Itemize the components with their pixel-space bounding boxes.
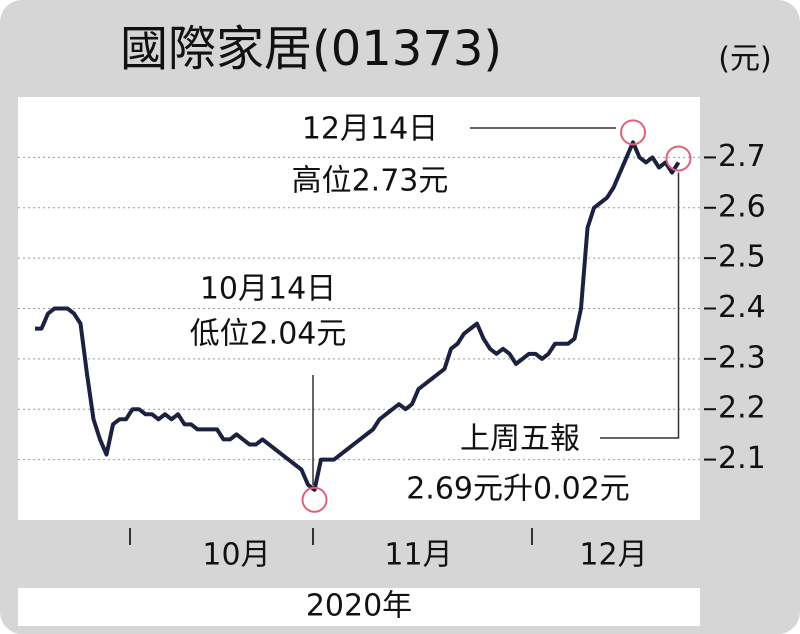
y-tick-label: 2.7 xyxy=(718,139,766,174)
y-unit: (元) xyxy=(718,42,771,77)
annotation: 12月14日 xyxy=(302,112,438,147)
annotation: 10月14日 xyxy=(200,272,336,307)
y-tick-label: 2.4 xyxy=(718,290,766,325)
annotation: 上周五報 xyxy=(460,422,580,457)
x-tick-label: 12月 xyxy=(579,538,647,573)
highlight-circle xyxy=(620,119,646,146)
annotation: 2.69元升0.02元 xyxy=(406,472,630,507)
x-axis-label: 2020年 xyxy=(306,589,412,624)
annotation: 低位2.04元 xyxy=(190,317,347,352)
price-line xyxy=(35,140,681,492)
year-band xyxy=(18,588,700,626)
y-tick-label: 2.2 xyxy=(718,391,766,426)
leader-line xyxy=(600,172,680,439)
chart-title: 國際家居(01373) xyxy=(120,21,502,77)
highlight-circle xyxy=(301,486,328,513)
annotation: 高位2.73元 xyxy=(292,164,449,199)
x-tick-label: 10月 xyxy=(202,538,270,573)
highlight-circle xyxy=(665,145,692,172)
y-tick-label: 2.1 xyxy=(718,441,766,476)
y-tick-label: 2.5 xyxy=(718,240,766,275)
x-tick-label: 11月 xyxy=(384,538,452,573)
y-tick-label: 2.6 xyxy=(718,189,766,224)
y-tick-label: 2.3 xyxy=(718,340,766,375)
